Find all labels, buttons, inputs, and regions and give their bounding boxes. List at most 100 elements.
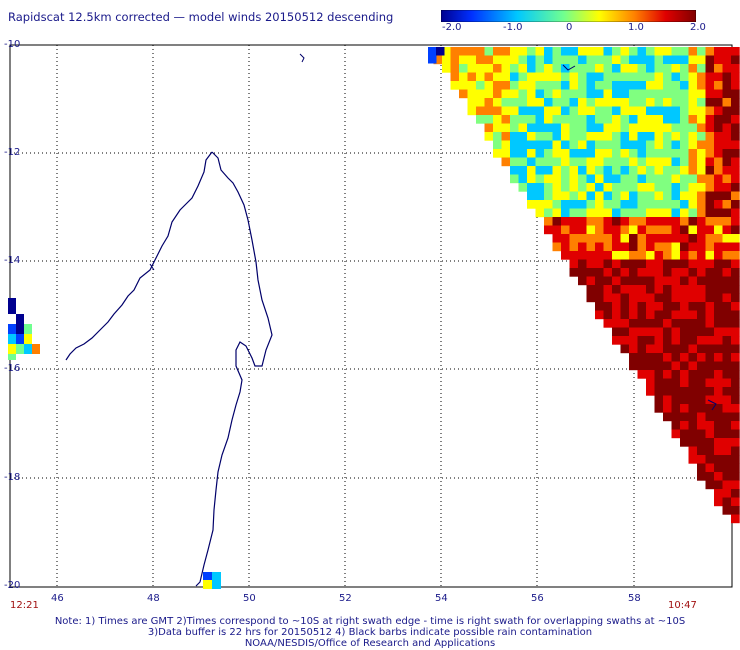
- swath-cell: [680, 353, 689, 362]
- swath-cell: [544, 200, 553, 209]
- swath-cell: [620, 302, 630, 311]
- swath-cell: [671, 81, 681, 90]
- swath-cell: [620, 183, 630, 192]
- swath-cell: [493, 47, 502, 56]
- swath-cell: [722, 370, 732, 379]
- swath-cell: [688, 166, 698, 175]
- swath-cell: [595, 234, 604, 243]
- swath-cell: [697, 149, 706, 158]
- swath-cell: [629, 140, 638, 150]
- swath-cell: [586, 166, 596, 175]
- swath-cell: [722, 149, 732, 158]
- swath-cell: [629, 81, 638, 90]
- swath-cell: [697, 268, 706, 277]
- swath-cell: [612, 64, 621, 73]
- swath-cell: [663, 234, 672, 243]
- swath-cell: [714, 115, 723, 124]
- swath-cell: [535, 98, 545, 107]
- swath-cell: [518, 166, 528, 175]
- swath-cell: [714, 370, 723, 379]
- swath-cell: [612, 336, 621, 345]
- swath-cell: [637, 302, 647, 311]
- swath-cell: [527, 132, 536, 141]
- swath-cell: [705, 225, 715, 235]
- swath-cell: [663, 106, 672, 116]
- swath-cell: [603, 293, 613, 303]
- swath-cell: [680, 191, 689, 201]
- swath-cell: [671, 166, 681, 175]
- swath-cell: [671, 378, 681, 388]
- swath-cell: [680, 242, 689, 252]
- swath-cell: [654, 404, 664, 413]
- swath-cell: [646, 259, 655, 269]
- swath-cell: [586, 98, 596, 107]
- swath-cell: [629, 353, 638, 362]
- swath-cell: [637, 234, 647, 243]
- swath-cell: [688, 140, 698, 150]
- swath-cell: [629, 268, 638, 277]
- swath-cell: [688, 234, 698, 243]
- swath-cell: [697, 157, 706, 167]
- swath-cell: [620, 268, 630, 277]
- swath-cell: [544, 225, 553, 235]
- swath-cell: [722, 132, 732, 141]
- swath-cell: [646, 55, 655, 65]
- swath-cell: [569, 64, 579, 73]
- swath-cell: [578, 225, 587, 235]
- swath-cell: [428, 55, 437, 64]
- swath-cell: [714, 157, 723, 167]
- swath-cell: [569, 55, 579, 65]
- swath-cell: [731, 455, 740, 464]
- swath-cell: [663, 259, 672, 269]
- swath-cell: [629, 191, 638, 201]
- swath-cell: [476, 115, 485, 124]
- swath-cell: [697, 98, 706, 107]
- swath-cell: [595, 98, 604, 107]
- swath-cell: [561, 64, 570, 73]
- swath-cell: [731, 319, 740, 328]
- swath-cell: [697, 404, 706, 413]
- swath-cell: [637, 319, 647, 328]
- swath-cell: [688, 64, 698, 73]
- swath-cell: [680, 259, 689, 269]
- swath-cell: [620, 72, 630, 82]
- swath-cell: [586, 276, 596, 286]
- swath-cell: [705, 472, 715, 481]
- swath-cell: [510, 149, 519, 158]
- swath-cell: [620, 242, 630, 252]
- swath-cell: [680, 285, 689, 294]
- swath-cell: [476, 89, 485, 99]
- swath-cell: [595, 200, 604, 209]
- swath-cell: [688, 208, 698, 218]
- swath-cell: [722, 157, 732, 167]
- swath-cell: [654, 89, 664, 99]
- swath-cell: [731, 412, 740, 422]
- swath-cell: [569, 259, 579, 269]
- swath-cell: [612, 200, 621, 209]
- swath-cell: [722, 353, 732, 362]
- swath-cell: [680, 225, 689, 235]
- swath-cell: [612, 310, 621, 320]
- swath-cell: [552, 47, 562, 56]
- swath-cell: [467, 64, 477, 73]
- swath-cell: [646, 387, 655, 396]
- swath-cell: [578, 132, 587, 141]
- swath-cell: [484, 55, 494, 65]
- swath-cell: [646, 208, 655, 218]
- swath-cell: [688, 268, 698, 277]
- swath-cell: [603, 149, 613, 158]
- swath-cell: [722, 89, 732, 99]
- swath-cell: [646, 251, 655, 260]
- swath-cell: [671, 293, 681, 303]
- swath-cell: [654, 242, 664, 252]
- swath-cell: [671, 268, 681, 277]
- swath-cell: [671, 89, 681, 99]
- swath-cell: [637, 217, 647, 226]
- swath-cell: [680, 234, 689, 243]
- swath-cell: [569, 200, 579, 209]
- swath-cell: [671, 276, 681, 286]
- swath-cell: [688, 157, 698, 167]
- swath-cell: [501, 81, 511, 90]
- swath-cell: [450, 55, 460, 65]
- swath-cell: [552, 72, 562, 82]
